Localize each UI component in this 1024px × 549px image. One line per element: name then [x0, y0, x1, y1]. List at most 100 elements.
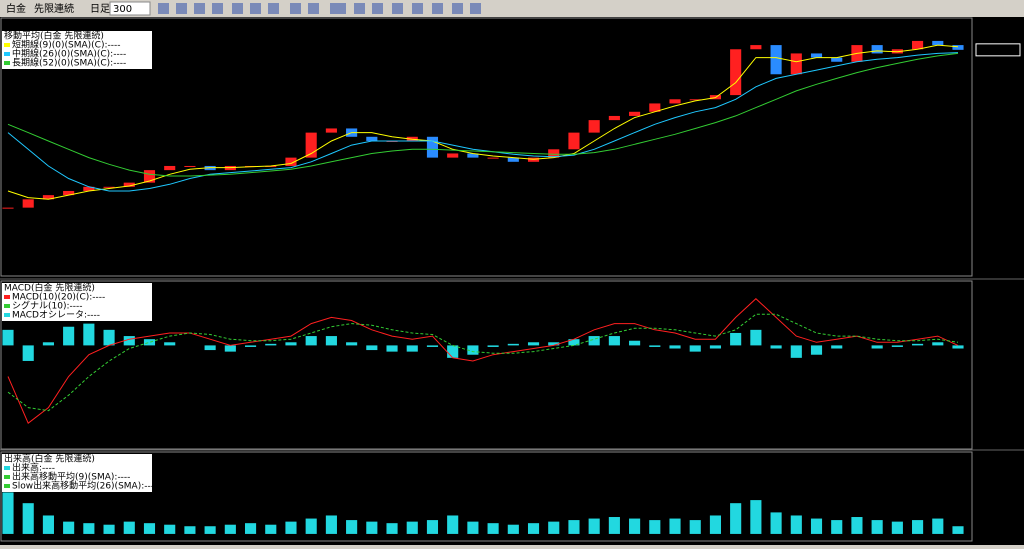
legend-entry: 中期線(26)(0)(SMA)(C):----: [12, 48, 126, 60]
volume-bar: [507, 524, 519, 534]
icon[interactable]: [470, 3, 481, 14]
oscillator-bar: [63, 326, 75, 346]
toolbar-icons: [158, 3, 481, 14]
oscillator-bar: [487, 345, 499, 347]
oscillator-bar: [386, 345, 398, 352]
volume-bar: [548, 521, 560, 534]
oscillator-bar: [325, 336, 337, 346]
legend-entry: シグナル(10):----: [12, 300, 83, 312]
oscillator-bar: [164, 342, 176, 346]
legend-swatch: [4, 295, 10, 299]
candle: [831, 57, 843, 62]
volume-bar: [184, 526, 196, 534]
oscillator-bar: [527, 342, 540, 346]
candle: [507, 157, 519, 162]
volume-bar: [83, 523, 95, 534]
volume-bar: [447, 515, 459, 534]
candle: [568, 132, 580, 150]
oscillator-bar: [871, 345, 883, 349]
indicator-line: [7, 52, 959, 192]
period[interactable]: 日足: [90, 3, 110, 15]
candle: [325, 128, 337, 133]
icon[interactable]: [232, 3, 243, 14]
volume-bar: [467, 521, 479, 534]
symbol[interactable]: 白金: [6, 2, 26, 15]
candle: [750, 45, 762, 50]
candle: [487, 157, 499, 159]
icon[interactable]: [432, 3, 443, 14]
last-price-box: [975, 43, 1021, 57]
oscillator-bar: [568, 339, 580, 346]
icon[interactable]: [452, 3, 463, 14]
icon[interactable]: [250, 3, 261, 14]
volume-bar: [143, 523, 156, 534]
volume-bar: [932, 518, 944, 534]
candle: [63, 190, 75, 196]
icon[interactable]: [212, 3, 223, 14]
legend-box: [2, 31, 152, 69]
candle: [790, 53, 802, 75]
icon[interactable]: [268, 3, 279, 14]
macd-panel: [0, 280, 973, 450]
candle: [143, 170, 156, 183]
oscillator-bar: [810, 345, 823, 355]
volume-bar: [750, 500, 762, 534]
icon[interactable]: [176, 3, 187, 14]
volume-bar: [709, 515, 722, 534]
volume-bar: [244, 523, 257, 534]
oscillator-bar: [629, 340, 641, 346]
volume-bar: [164, 524, 176, 534]
candle: [669, 99, 681, 104]
toolbar: [0, 0, 1024, 17]
legend-entry: 出来高:----: [12, 462, 55, 474]
icon[interactable]: [412, 3, 423, 14]
volume-bar: [406, 521, 418, 534]
volume-bar: [487, 523, 499, 534]
oscillator-bar: [831, 345, 843, 349]
legend-swatch: [4, 52, 10, 56]
legend-entry: 長期線(52)(0)(SMA)(C):----: [12, 57, 126, 69]
icon[interactable]: [308, 3, 319, 14]
volume-bar: [325, 515, 337, 534]
icon[interactable]: [158, 3, 169, 14]
volume-bar: [669, 518, 681, 534]
volume-bar: [224, 524, 236, 534]
icon[interactable]: [330, 3, 346, 14]
legend-entry: Slow出来高移動平均(26)(SMA):----: [12, 480, 157, 492]
volume-bar: [265, 524, 277, 534]
candle: [871, 45, 883, 54]
legend-title: 出来高(白金 先限連続): [4, 453, 95, 465]
volume-bar: [649, 520, 661, 534]
legend-entry: MACDオシレータ:----: [12, 310, 100, 321]
volume-bar: [871, 520, 883, 534]
candle: [447, 153, 459, 158]
volume-bar: [204, 526, 216, 534]
volume-bar: [689, 520, 701, 534]
candle: [932, 40, 944, 46]
candle: [426, 136, 439, 158]
oscillator-bar: [103, 329, 115, 346]
volume-bar: [629, 518, 641, 534]
count[interactable]: 300: [113, 4, 132, 15]
contract[interactable]: 先限連続: [34, 2, 74, 15]
legend-entry: 出来高移動平均(9)(SMA):----: [12, 471, 130, 483]
count-box[interactable]: [109, 1, 151, 16]
oscillator-bar: [406, 345, 418, 352]
volume-bar: [952, 526, 964, 534]
volume-bar: [2, 492, 14, 534]
candle: [810, 53, 823, 58]
icon[interactable]: [290, 3, 301, 14]
icon[interactable]: [194, 3, 205, 14]
volume-bar: [22, 503, 34, 534]
candle: [164, 165, 176, 171]
oscillator-bar: [265, 343, 277, 346]
indicator-line: [7, 52, 959, 177]
icon[interactable]: [372, 3, 383, 14]
oscillator-bar: [42, 342, 54, 346]
icon[interactable]: [392, 3, 403, 14]
volume-bar: [608, 517, 620, 534]
icon[interactable]: [354, 3, 365, 14]
candle: [103, 186, 115, 188]
oscillator-bar: [244, 345, 257, 347]
